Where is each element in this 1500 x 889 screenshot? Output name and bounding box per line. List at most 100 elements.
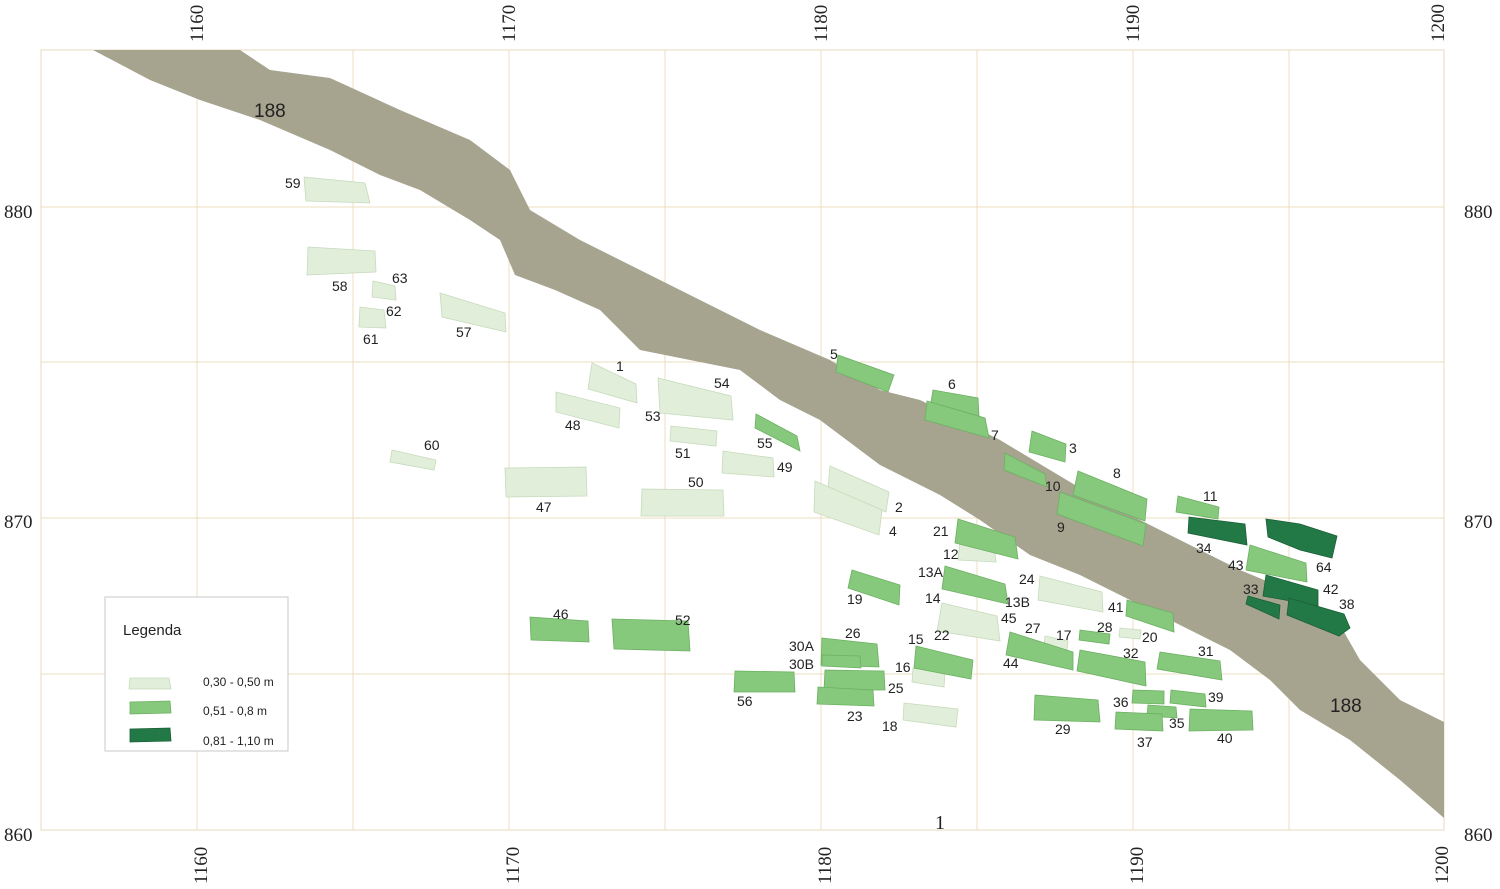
feature-53-shape [657, 377, 734, 421]
feature-label-20: 20 [1142, 629, 1158, 645]
y-axis-left: 880 870 860 [4, 202, 33, 846]
feature-48-shape [555, 391, 621, 429]
features-mid [529, 354, 1308, 732]
feature-3-shape [1028, 430, 1067, 463]
feature-label-28: 28 [1097, 619, 1113, 635]
feature-59-shape [303, 176, 371, 204]
feature-label-31: 31 [1198, 643, 1214, 659]
feature-2-shape [827, 465, 890, 513]
feature-label-6: 6 [948, 376, 956, 392]
y-tick-left-880: 880 [4, 202, 33, 223]
feature-label-43: 43 [1228, 557, 1244, 573]
feature-label-48: 48 [565, 417, 581, 433]
feature-label-34: 34 [1196, 540, 1212, 556]
feature-39-shape [1169, 689, 1207, 708]
feature-64-shape [1265, 518, 1338, 559]
feature-label-57: 57 [456, 324, 472, 340]
x-axis-top: 1160 1170 1180 1190 1200 [187, 4, 1449, 42]
feature-24-shape [1037, 575, 1104, 613]
feature-label-64: 64 [1316, 559, 1332, 575]
trench-label-188-lower: 188 [1330, 696, 1362, 717]
feature-19-shape [847, 569, 901, 606]
feature-62-shape [358, 306, 387, 329]
y-tick-right-860: 860 [1464, 825, 1493, 846]
feature-label-39: 39 [1208, 689, 1224, 705]
x-tick-top-1200: 1200 [1428, 4, 1449, 42]
features-light [303, 176, 1142, 728]
y-tick-left-870: 870 [4, 512, 33, 533]
feature-36-shape [1131, 689, 1165, 705]
feature-label-42: 42 [1323, 581, 1339, 597]
trench-label-188-upper: 188 [254, 101, 286, 122]
feature-label-63: 63 [392, 270, 408, 286]
feature-label-30b: 30B [789, 656, 814, 672]
feature-label-59: 59 [285, 175, 301, 191]
feature-7-shape [924, 400, 990, 439]
feature-31-shape [1156, 651, 1223, 681]
feature-label-38: 38 [1339, 596, 1355, 612]
feature-label-35: 35 [1169, 715, 1185, 731]
feature-label-1: 1 [616, 358, 624, 374]
y-tick-right-870: 870 [1464, 512, 1493, 533]
feature-28-shape [1078, 629, 1111, 645]
feature-labels: 1 2 3 4 5 6 7 8 9 10 11 12 13A 13B 14 15… [285, 175, 1355, 750]
feature-45-shape [936, 602, 1001, 642]
legend-swatch-light [128, 677, 172, 690]
feature-label-14: 14 [925, 590, 941, 606]
feature-label-16: 16 [895, 659, 911, 675]
feature-label-30a: 30A [789, 638, 815, 654]
feature-label-53: 53 [645, 408, 661, 424]
feature-34-shape [1187, 516, 1248, 546]
feature-20-shape [1118, 627, 1142, 640]
feature-33-shape [1245, 595, 1281, 620]
feature-label-21: 21 [933, 523, 949, 539]
feature-49-shape [721, 450, 775, 478]
x-tick-top-1170: 1170 [499, 5, 520, 42]
feature-label-12: 12 [943, 546, 959, 562]
feature-label-19: 19 [847, 591, 863, 607]
legend-swatch-dark [129, 727, 172, 743]
feature-40-shape [1188, 708, 1254, 732]
feature-5-shape [835, 354, 895, 393]
feature-10-shape [1003, 452, 1048, 488]
feature-label-25: 25 [888, 680, 904, 696]
feature-51-shape [669, 425, 718, 447]
feature-label-13a: 13A [918, 564, 944, 580]
feature-63-shape [371, 280, 397, 301]
x-axis-bottom: 1160 1170 1180 1190 1200 [191, 846, 1453, 884]
feature-32-shape [1076, 649, 1147, 687]
legend-label-dark: 0,81 - 1,10 m [203, 734, 274, 748]
feature-label-11: 11 [1203, 488, 1218, 504]
feature-label-24: 24 [1019, 571, 1035, 587]
x-tick-top-1160: 1160 [187, 5, 208, 42]
feature-label-37: 37 [1137, 734, 1153, 750]
feature-label-4: 4 [889, 523, 897, 539]
feature-label-61: 61 [363, 331, 379, 347]
y-axis-right: 880 870 860 [1464, 202, 1493, 846]
x-tick-bottom-1190: 1190 [1127, 847, 1148, 884]
feature-56-shape [733, 670, 796, 693]
feature-label-58: 58 [332, 278, 348, 294]
feature-label-56: 56 [737, 693, 753, 709]
feature-57-shape [439, 292, 507, 333]
feature-41-shape [1125, 599, 1175, 633]
feature-27-shape [1005, 631, 1074, 671]
feature-42-shape [1262, 574, 1319, 607]
feature-21-shape [954, 518, 1019, 560]
x-tick-bottom-1170: 1170 [503, 847, 524, 884]
feature-18-shape [902, 702, 959, 728]
feature-52-shape [611, 618, 691, 652]
feature-label-49: 49 [777, 459, 793, 475]
feature-label-44: 44 [1003, 655, 1019, 671]
y-tick-left-860: 860 [4, 825, 33, 846]
feature-label-55: 55 [757, 435, 773, 451]
feature-label-2: 2 [895, 499, 903, 515]
feature-8-shape [1072, 470, 1148, 522]
x-tick-top-1180: 1180 [811, 5, 832, 42]
feature-label-46: 46 [553, 606, 569, 622]
feature-label-36: 36 [1113, 694, 1129, 710]
legend-swatch-mid [129, 700, 172, 715]
feature-13a-shape [941, 565, 1009, 605]
x-tick-top-1190: 1190 [1123, 5, 1144, 42]
feature-label-62: 62 [386, 303, 402, 319]
